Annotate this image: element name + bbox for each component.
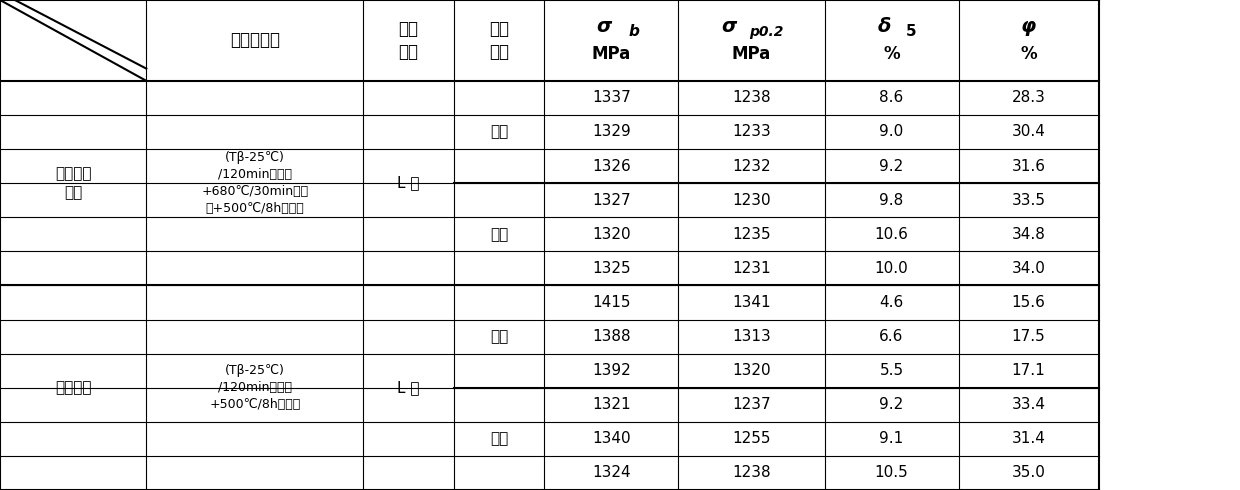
Text: 5: 5 xyxy=(906,24,916,39)
Text: 31.4: 31.4 xyxy=(1012,431,1045,446)
Text: 1329: 1329 xyxy=(591,124,631,140)
Text: MPa: MPa xyxy=(591,45,631,63)
Text: 1238: 1238 xyxy=(732,466,771,481)
Text: 10.5: 10.5 xyxy=(874,466,909,481)
Text: 1233: 1233 xyxy=(732,124,771,140)
Text: 1230: 1230 xyxy=(732,193,771,208)
Text: 对比鍛件: 对比鍛件 xyxy=(55,380,92,395)
Text: 1325: 1325 xyxy=(591,261,631,276)
Text: 9.0: 9.0 xyxy=(879,124,904,140)
Text: 1388: 1388 xyxy=(591,329,631,344)
Text: 10.0: 10.0 xyxy=(874,261,909,276)
Text: 4.6: 4.6 xyxy=(879,295,904,310)
Text: 取样
位置: 取样 位置 xyxy=(489,20,510,61)
Text: %: % xyxy=(883,45,900,63)
Text: 28.3: 28.3 xyxy=(1012,90,1045,105)
Text: %: % xyxy=(1021,45,1037,63)
Text: 9.8: 9.8 xyxy=(879,193,904,208)
Text: 34.8: 34.8 xyxy=(1012,227,1045,242)
Text: 8.6: 8.6 xyxy=(879,90,904,105)
Text: 实施例一
鍛件: 实施例一 鍛件 xyxy=(55,166,92,200)
Text: MPa: MPa xyxy=(732,45,771,63)
Text: δ: δ xyxy=(878,17,890,36)
Text: 1237: 1237 xyxy=(732,397,771,412)
Text: 1235: 1235 xyxy=(732,227,771,242)
Text: 1326: 1326 xyxy=(591,159,631,173)
Text: 取样
方向: 取样 方向 xyxy=(398,20,419,61)
Text: 9.2: 9.2 xyxy=(879,397,904,412)
Text: 1337: 1337 xyxy=(591,90,631,105)
Text: L 向: L 向 xyxy=(397,380,420,395)
Text: 31.6: 31.6 xyxy=(1012,159,1045,173)
Text: 心部: 心部 xyxy=(490,431,508,446)
Text: 34.0: 34.0 xyxy=(1012,261,1045,276)
Text: 30.4: 30.4 xyxy=(1012,124,1045,140)
Text: 17.5: 17.5 xyxy=(1012,329,1045,344)
Text: 33.4: 33.4 xyxy=(1012,397,1045,412)
Text: σ: σ xyxy=(596,17,611,36)
Text: 9.2: 9.2 xyxy=(879,159,904,173)
Text: (Tβ-25℃)
/120min，空冷
+500℃/8h，空冷: (Tβ-25℃) /120min，空冷 +500℃/8h，空冷 xyxy=(210,364,300,411)
Text: 1327: 1327 xyxy=(591,193,631,208)
Text: 6.6: 6.6 xyxy=(879,329,904,344)
Text: 5.5: 5.5 xyxy=(879,363,904,378)
Text: 1231: 1231 xyxy=(732,261,771,276)
Text: σ: σ xyxy=(722,17,737,36)
Text: p0.2: p0.2 xyxy=(749,24,784,39)
Text: 1320: 1320 xyxy=(591,227,631,242)
Text: (Tβ-25℃)
/120min，空冷
+680℃/30min，空
冷+500℃/8h，空冷: (Tβ-25℃) /120min，空冷 +680℃/30min，空 冷+500℃… xyxy=(201,151,309,215)
Text: b: b xyxy=(629,24,639,39)
Text: 1321: 1321 xyxy=(591,397,631,412)
Text: 1255: 1255 xyxy=(732,431,771,446)
Text: 15.6: 15.6 xyxy=(1012,295,1045,310)
Text: 边部: 边部 xyxy=(490,329,508,344)
Text: 9.1: 9.1 xyxy=(879,431,904,446)
Text: 1340: 1340 xyxy=(591,431,631,446)
Text: 33.5: 33.5 xyxy=(1012,193,1045,208)
Text: 1320: 1320 xyxy=(732,363,771,378)
Text: 1415: 1415 xyxy=(591,295,631,310)
Text: L 向: L 向 xyxy=(397,175,420,191)
Text: 热处理制度: 热处理制度 xyxy=(229,31,280,49)
Text: 边部: 边部 xyxy=(490,124,508,140)
Text: 10.6: 10.6 xyxy=(874,227,909,242)
Text: 1313: 1313 xyxy=(732,329,771,344)
Text: 心部: 心部 xyxy=(490,227,508,242)
Text: 1232: 1232 xyxy=(732,159,771,173)
Text: 1341: 1341 xyxy=(732,295,771,310)
Text: 1324: 1324 xyxy=(591,466,631,481)
Text: φ: φ xyxy=(1021,17,1037,36)
Text: 17.1: 17.1 xyxy=(1012,363,1045,378)
Text: 1238: 1238 xyxy=(732,90,771,105)
Text: 1392: 1392 xyxy=(591,363,631,378)
Text: 35.0: 35.0 xyxy=(1012,466,1045,481)
